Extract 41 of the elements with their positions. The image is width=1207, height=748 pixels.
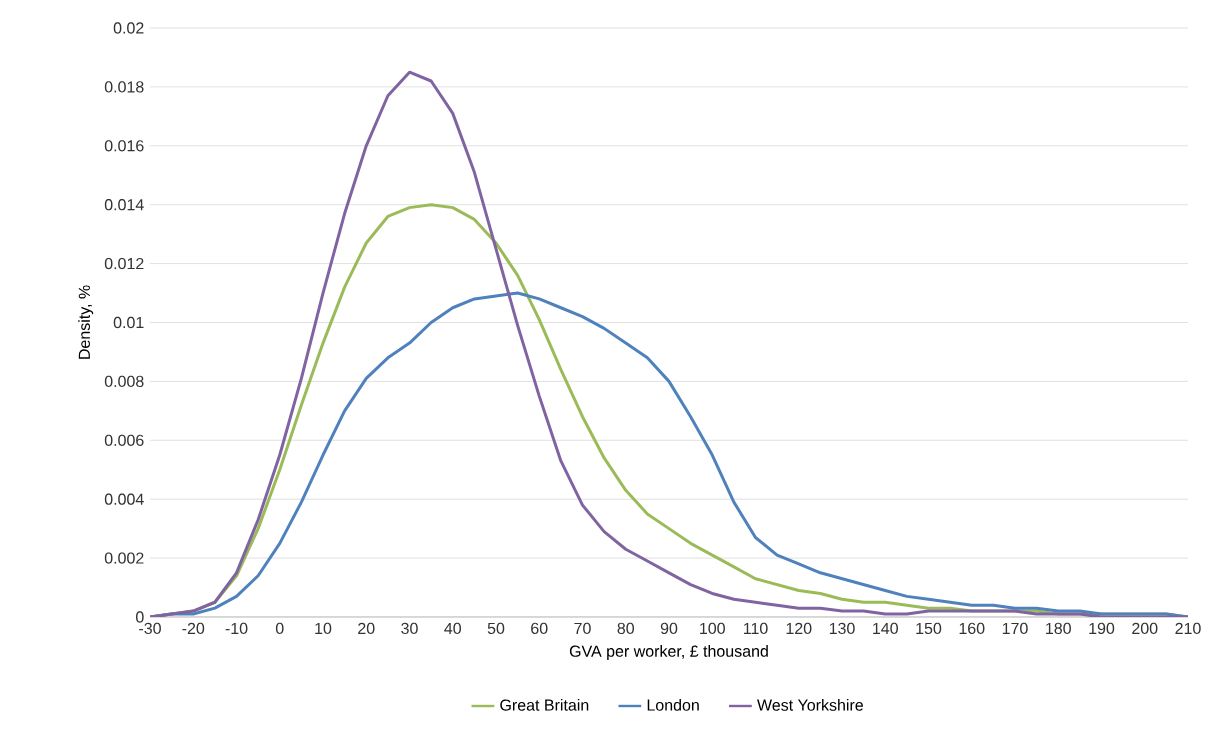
x-tick-label: 80 — [617, 622, 635, 635]
y-tick-label: 0.02 — [113, 22, 144, 34]
x-tick-label: 150 — [916, 622, 942, 635]
x-tick-label: 160 — [959, 622, 985, 635]
x-axis-title: GVA per worker, £ thousand — [569, 645, 768, 661]
x-tick-label: 70 — [574, 622, 591, 635]
x-tick-label: -20 — [182, 622, 205, 635]
y-tick-label: 0.012 — [104, 257, 144, 270]
x-tick-label: 20 — [358, 622, 375, 635]
x-tick-label: 0 — [275, 622, 284, 635]
y-tick-label: 0.018 — [104, 81, 144, 93]
y-tick-label: 0.006 — [104, 434, 144, 446]
x-tick-label: 50 — [487, 622, 505, 635]
x-tick-label: 120 — [786, 622, 812, 635]
y-tick-label: 0 — [136, 611, 144, 623]
x-tick-label: 60 — [531, 622, 548, 635]
x-tick-label: -30 — [139, 622, 161, 635]
legend-label: Great Britain — [500, 699, 589, 711]
legend-label: West Yorkshire — [757, 699, 863, 711]
y-tick-label: 0.008 — [104, 375, 144, 388]
x-tick-label: 40 — [444, 622, 462, 635]
x-tick-label: 90 — [660, 622, 678, 635]
y-tick-label: 0.002 — [104, 552, 144, 564]
x-tick-label: 10 — [315, 622, 332, 635]
x-tick-label: 140 — [873, 622, 898, 635]
x-tick-label: 210 — [1175, 622, 1201, 635]
y-tick-label: 0.01 — [113, 316, 144, 329]
x-tick-label: 100 — [700, 622, 725, 635]
y-tick-label: 0.016 — [104, 140, 144, 152]
x-tick-label: 200 — [1132, 622, 1158, 635]
legend-label: London — [647, 699, 699, 711]
x-tick-label: 30 — [401, 622, 418, 635]
y-tick-label: 0.014 — [104, 199, 144, 211]
y-axis-title: Density, % — [78, 285, 94, 359]
x-tick-label: 180 — [1046, 622, 1071, 635]
x-tick-label: -10 — [225, 622, 248, 635]
x-tick-label: 130 — [829, 622, 855, 635]
y-tick-label: 0.004 — [104, 493, 144, 505]
x-tick-label: 170 — [1002, 622, 1028, 635]
x-tick-label: 190 — [1089, 622, 1115, 635]
x-tick-label: 110 — [743, 622, 768, 635]
